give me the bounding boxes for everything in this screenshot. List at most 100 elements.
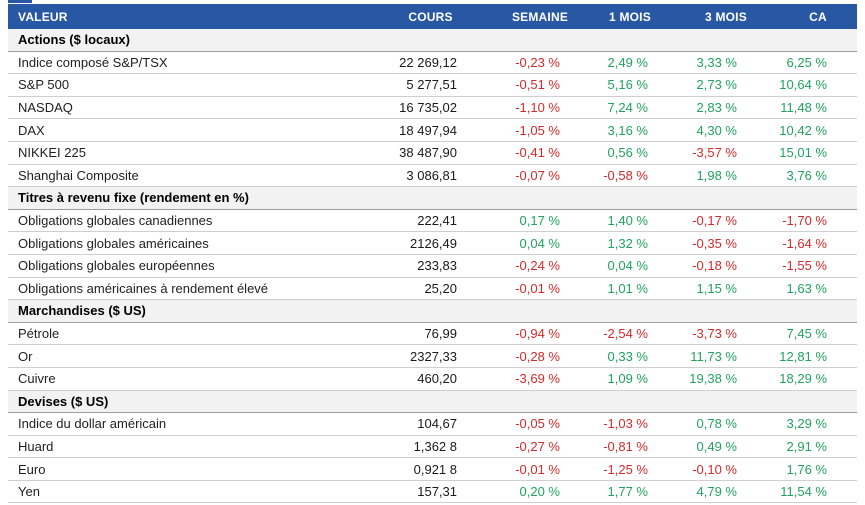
table-row: Indice composé S&P/TSX 22 269,12 -0,23 % 2,… bbox=[8, 51, 857, 75]
semaine-cell: -0,94 % bbox=[465, 322, 585, 346]
table-row: Obligations globales européennes 233,83 -0… bbox=[8, 254, 857, 278]
semaine-cell: -0,05 % bbox=[465, 412, 585, 436]
table-row: NASDAQ 16 735,02 -1,10 % 7,24 % 2,83 % 11,48 … bbox=[8, 96, 857, 120]
mois3-cell: 4,79 % bbox=[675, 480, 765, 504]
section-title: Marchandises ($ US) bbox=[8, 299, 857, 323]
table-row: DAX 18 497,94 -1,05 % 3,16 % 4,30 % 10,42 % bbox=[8, 118, 857, 142]
column-header-valeur: VALEUR bbox=[8, 4, 380, 29]
row-label: Huard bbox=[8, 435, 380, 459]
table-row: Pétrole 76,99 -0,94 % -2,54 % -3,73 % 7,45 % bbox=[8, 322, 857, 346]
mois3-cell: -0,18 % bbox=[675, 254, 765, 278]
row-label: Pétrole bbox=[8, 322, 380, 346]
corner-artifact bbox=[8, 0, 32, 3]
section-title: Actions ($ locaux) bbox=[8, 29, 857, 52]
row-label: DAX bbox=[8, 118, 380, 142]
mois1-cell: 0,04 % bbox=[585, 254, 675, 278]
semaine-cell: -1,05 % bbox=[465, 118, 585, 142]
mois3-cell: -0,17 % bbox=[675, 209, 765, 233]
column-header-1-mois: 1 MOIS bbox=[585, 4, 675, 29]
semaine-cell: -1,10 % bbox=[465, 96, 585, 120]
section-title: Titres à revenu fixe (rendement en %) bbox=[8, 186, 857, 210]
ca-cell: 2,91 % bbox=[765, 435, 857, 459]
mois3-cell: 3,33 % bbox=[675, 51, 765, 75]
cours-cell: 22 269,12 bbox=[380, 51, 465, 75]
mois3-cell: 2,73 % bbox=[675, 73, 765, 97]
mois1-cell: 3,16 % bbox=[585, 118, 675, 142]
cours-cell: 233,83 bbox=[380, 254, 465, 278]
cours-cell: 2327,33 bbox=[380, 344, 465, 368]
column-header-ca: CA bbox=[765, 4, 857, 29]
cours-cell: 76,99 bbox=[380, 322, 465, 346]
cours-cell: 104,67 bbox=[380, 412, 465, 436]
ca-cell: 11,54 % bbox=[765, 480, 857, 504]
ca-cell: 10,64 % bbox=[765, 73, 857, 97]
section-row: Devises ($ US) bbox=[8, 390, 857, 414]
column-header-3-mois: 3 MOIS bbox=[675, 4, 765, 29]
ca-cell: -1,55 % bbox=[765, 254, 857, 278]
mois1-cell: 1,32 % bbox=[585, 231, 675, 255]
table-row: Or 2327,33 -0,28 % 0,33 % 11,73 % 12,81 % bbox=[8, 344, 857, 368]
table-row: S&P 500 5 277,51 -0,51 % 5,16 % 2,73 % 10,64 … bbox=[8, 73, 857, 97]
ca-cell: 1,76 % bbox=[765, 457, 857, 481]
table-row: Cuivre 460,20 -3,69 % 1,09 % 19,38 % 18,29 % bbox=[8, 367, 857, 391]
mois3-cell: -0,10 % bbox=[675, 457, 765, 481]
table-row: Shanghai Composite 3 086,81 -0,07 % -0,58 %… bbox=[8, 164, 857, 188]
mois3-cell: 4,30 % bbox=[675, 118, 765, 142]
semaine-cell: 0,04 % bbox=[465, 231, 585, 255]
mois1-cell: 1,40 % bbox=[585, 209, 675, 233]
table-body: Actions ($ locaux) Indice composé S&P/TSX… bbox=[8, 29, 857, 504]
mois3-cell: 1,98 % bbox=[675, 164, 765, 188]
ca-cell: 3,76 % bbox=[765, 164, 857, 188]
cours-cell: 16 735,02 bbox=[380, 96, 465, 120]
table-row: Indice du dollar américain 104,67 -0,05 % -… bbox=[8, 412, 857, 436]
ca-cell: 15,01 % bbox=[765, 141, 857, 165]
table-row: Obligations américaines à rendement élev… bbox=[8, 277, 857, 301]
mois1-cell: 1,01 % bbox=[585, 277, 675, 301]
mois3-cell: 0,49 % bbox=[675, 435, 765, 459]
row-label: Obligations globales européennes bbox=[8, 254, 380, 278]
table-row: Obligations globales américaines 2126,49 0… bbox=[8, 231, 857, 255]
ca-cell: 11,48 % bbox=[765, 96, 857, 120]
row-label: Shanghai Composite bbox=[8, 164, 380, 188]
row-label: S&P 500 bbox=[8, 73, 380, 97]
row-label: Indice du dollar américain bbox=[8, 412, 380, 436]
cours-cell: 222,41 bbox=[380, 209, 465, 233]
cours-cell: 38 487,90 bbox=[380, 141, 465, 165]
cours-cell: 2126,49 bbox=[380, 231, 465, 255]
table-row: NIKKEI 225 38 487,90 -0,41 % 0,56 % -3,57 % 1… bbox=[8, 141, 857, 165]
table-header: VALEUR COURS SEMAINE 1 MOIS 3 MOIS CA bbox=[8, 4, 857, 29]
mois1-cell: -0,81 % bbox=[585, 435, 675, 459]
section-title: Devises ($ US) bbox=[8, 390, 857, 414]
cours-cell: 460,20 bbox=[380, 367, 465, 391]
market-table: VALEUR COURS SEMAINE 1 MOIS 3 MOIS CA Ac… bbox=[8, 4, 857, 504]
mois3-cell: 11,73 % bbox=[675, 344, 765, 368]
ca-cell: -1,64 % bbox=[765, 231, 857, 255]
semaine-cell: -0,01 % bbox=[465, 277, 585, 301]
section-row: Actions ($ locaux) bbox=[8, 29, 857, 52]
row-label: Obligations globales canadiennes bbox=[8, 209, 380, 233]
ca-cell: 6,25 % bbox=[765, 51, 857, 75]
mois3-cell: 19,38 % bbox=[675, 367, 765, 391]
section-row: Titres à revenu fixe (rendement en %) bbox=[8, 186, 857, 210]
mois3-cell: 0,78 % bbox=[675, 412, 765, 436]
cours-cell: 3 086,81 bbox=[380, 164, 465, 188]
semaine-cell: 0,17 % bbox=[465, 209, 585, 233]
mois1-cell: 2,49 % bbox=[585, 51, 675, 75]
column-header-cours: COURS bbox=[380, 4, 465, 29]
ca-cell: 1,63 % bbox=[765, 277, 857, 301]
column-header-semaine: SEMAINE bbox=[465, 4, 585, 29]
ca-cell: 10,42 % bbox=[765, 118, 857, 142]
mois1-cell: -1,25 % bbox=[585, 457, 675, 481]
mois1-cell: 0,56 % bbox=[585, 141, 675, 165]
semaine-cell: -0,51 % bbox=[465, 73, 585, 97]
market-report: VALEUR COURS SEMAINE 1 MOIS 3 MOIS CA Ac… bbox=[8, 4, 857, 504]
table-row: Yen 157,31 0,20 % 1,77 % 4,79 % 11,54 % bbox=[8, 480, 857, 504]
semaine-cell: -0,27 % bbox=[465, 435, 585, 459]
semaine-cell: -0,24 % bbox=[465, 254, 585, 278]
cours-cell: 157,31 bbox=[380, 480, 465, 504]
mois1-cell: -2,54 % bbox=[585, 322, 675, 346]
mois1-cell: -0,58 % bbox=[585, 164, 675, 188]
semaine-cell: -0,01 % bbox=[465, 457, 585, 481]
mois1-cell: 0,33 % bbox=[585, 344, 675, 368]
mois3-cell: -0,35 % bbox=[675, 231, 765, 255]
